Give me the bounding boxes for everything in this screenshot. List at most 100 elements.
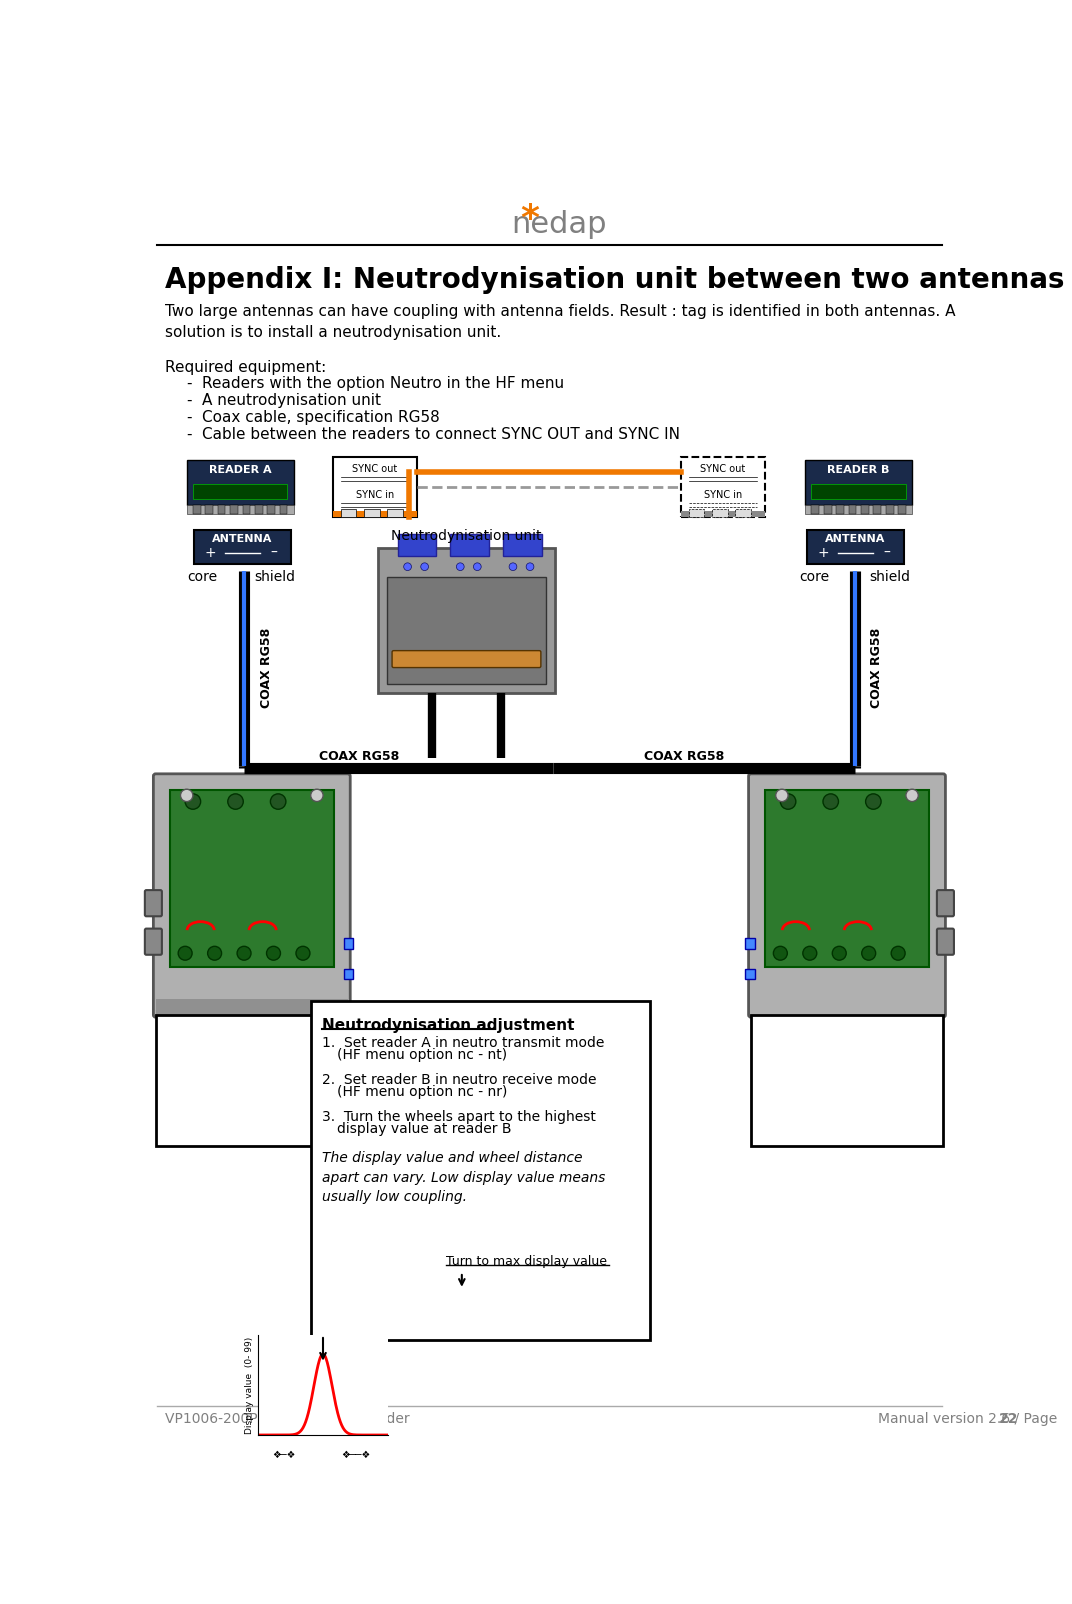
FancyBboxPatch shape bbox=[145, 929, 162, 954]
Text: (HF menu option nc - nt): (HF menu option nc - nt) bbox=[337, 1047, 507, 1062]
FancyBboxPatch shape bbox=[748, 773, 946, 1017]
Text: Neutrodynisation adjustment: Neutrodynisation adjustment bbox=[322, 1019, 574, 1033]
Text: Two large antennas can have coupling with antenna fields. Result : tag is identi: Two large antennas can have coupling wit… bbox=[165, 305, 955, 340]
Text: (HF menu option nc - nr): (HF menu option nc - nr) bbox=[337, 1084, 507, 1099]
FancyBboxPatch shape bbox=[398, 534, 436, 557]
FancyBboxPatch shape bbox=[193, 483, 287, 499]
Circle shape bbox=[420, 563, 429, 571]
Circle shape bbox=[832, 946, 846, 961]
FancyBboxPatch shape bbox=[735, 508, 750, 516]
Text: VP1006-200PM-00 OEM ISO Reader: VP1006-200PM-00 OEM ISO Reader bbox=[165, 1412, 410, 1426]
Text: Manual version 2.6 / Page: Manual version 2.6 / Page bbox=[878, 1412, 1061, 1426]
Text: -: - bbox=[187, 427, 192, 441]
Text: Coax cable, specification RG58: Coax cable, specification RG58 bbox=[203, 409, 440, 425]
Circle shape bbox=[773, 946, 787, 961]
FancyBboxPatch shape bbox=[812, 505, 819, 515]
FancyBboxPatch shape bbox=[218, 505, 225, 515]
FancyBboxPatch shape bbox=[378, 549, 555, 693]
FancyBboxPatch shape bbox=[712, 508, 728, 516]
Text: COAX RG58: COAX RG58 bbox=[259, 629, 272, 709]
FancyBboxPatch shape bbox=[255, 505, 263, 515]
Text: SYNC out: SYNC out bbox=[700, 464, 746, 473]
Text: Neutrodynisation unit: Neutrodynisation unit bbox=[391, 529, 541, 542]
Circle shape bbox=[823, 794, 838, 810]
Text: *: * bbox=[520, 202, 539, 236]
Circle shape bbox=[526, 563, 534, 571]
Text: 1.  Set reader A in neutro transmit mode: 1. Set reader A in neutro transmit mode bbox=[322, 1036, 604, 1049]
Text: ANTENNA: ANTENNA bbox=[825, 534, 885, 544]
Text: shield: shield bbox=[254, 571, 296, 584]
Circle shape bbox=[180, 789, 193, 802]
Circle shape bbox=[311, 789, 323, 802]
FancyBboxPatch shape bbox=[849, 505, 857, 515]
FancyBboxPatch shape bbox=[333, 512, 417, 516]
FancyBboxPatch shape bbox=[311, 1001, 650, 1339]
FancyBboxPatch shape bbox=[193, 505, 200, 515]
Circle shape bbox=[208, 946, 222, 961]
FancyBboxPatch shape bbox=[230, 505, 238, 515]
Text: 3.  Turn the wheels apart to the highest: 3. Turn the wheels apart to the highest bbox=[322, 1110, 595, 1123]
Circle shape bbox=[185, 794, 200, 810]
Text: –: – bbox=[270, 545, 277, 560]
Text: READER B: READER B bbox=[828, 465, 890, 475]
Circle shape bbox=[906, 789, 919, 802]
Text: shield: shield bbox=[869, 571, 910, 584]
FancyBboxPatch shape bbox=[898, 505, 906, 515]
FancyBboxPatch shape bbox=[387, 508, 403, 516]
FancyBboxPatch shape bbox=[874, 505, 881, 515]
Text: core: core bbox=[800, 571, 830, 584]
FancyBboxPatch shape bbox=[155, 999, 348, 1015]
Text: 2.  Set reader B in neutro receive mode: 2. Set reader B in neutro receive mode bbox=[322, 1073, 596, 1086]
Text: Readers with the option Neutro in the HF menu: Readers with the option Neutro in the HF… bbox=[203, 375, 564, 391]
Circle shape bbox=[891, 946, 905, 961]
Text: nedap: nedap bbox=[511, 210, 607, 239]
Text: Appendix I: Neutrodynisation unit between two antennas: Appendix I: Neutrodynisation unit betwee… bbox=[165, 266, 1064, 294]
FancyBboxPatch shape bbox=[206, 505, 213, 515]
Text: The display value and wheel distance
apart can vary. Low display value means
usu: The display value and wheel distance apa… bbox=[322, 1152, 605, 1205]
Circle shape bbox=[267, 946, 281, 961]
FancyBboxPatch shape bbox=[341, 508, 356, 516]
Circle shape bbox=[776, 789, 788, 802]
FancyBboxPatch shape bbox=[187, 505, 294, 515]
FancyBboxPatch shape bbox=[885, 505, 893, 515]
FancyBboxPatch shape bbox=[805, 460, 912, 505]
FancyBboxPatch shape bbox=[392, 651, 541, 667]
Text: +: + bbox=[818, 545, 830, 560]
Text: –: – bbox=[883, 545, 890, 560]
FancyBboxPatch shape bbox=[681, 512, 764, 516]
Text: core: core bbox=[188, 571, 218, 584]
FancyBboxPatch shape bbox=[823, 505, 832, 515]
Text: +: + bbox=[205, 545, 217, 560]
Text: Required equipment:: Required equipment: bbox=[165, 361, 326, 375]
FancyBboxPatch shape bbox=[194, 529, 291, 563]
FancyBboxPatch shape bbox=[689, 508, 704, 516]
Circle shape bbox=[296, 946, 310, 961]
FancyBboxPatch shape bbox=[812, 483, 906, 499]
FancyBboxPatch shape bbox=[836, 505, 844, 515]
Circle shape bbox=[270, 794, 286, 810]
FancyBboxPatch shape bbox=[344, 938, 354, 948]
FancyBboxPatch shape bbox=[745, 938, 755, 948]
Text: A neutrodynisation unit: A neutrodynisation unit bbox=[203, 393, 382, 407]
FancyBboxPatch shape bbox=[333, 457, 417, 516]
Circle shape bbox=[803, 946, 817, 961]
FancyBboxPatch shape bbox=[681, 457, 764, 516]
Text: Cable between the readers to connect SYNC OUT and SYNC IN: Cable between the readers to connect SYN… bbox=[203, 427, 681, 441]
Text: ❖──❖: ❖──❖ bbox=[341, 1450, 370, 1460]
Y-axis label: Display value  (0- 99): Display value (0- 99) bbox=[244, 1336, 254, 1434]
Text: SYNC in: SYNC in bbox=[704, 491, 742, 500]
Text: COAX RG58: COAX RG58 bbox=[644, 751, 725, 764]
Circle shape bbox=[404, 563, 412, 571]
Text: READER A: READER A bbox=[209, 465, 271, 475]
Circle shape bbox=[865, 794, 881, 810]
Text: COAX RG58: COAX RG58 bbox=[870, 629, 883, 709]
Text: -: - bbox=[187, 393, 192, 407]
Circle shape bbox=[862, 946, 876, 961]
Circle shape bbox=[227, 794, 243, 810]
FancyBboxPatch shape bbox=[387, 577, 546, 683]
FancyBboxPatch shape bbox=[242, 505, 250, 515]
FancyBboxPatch shape bbox=[169, 791, 334, 967]
FancyBboxPatch shape bbox=[764, 791, 929, 967]
Text: 22: 22 bbox=[999, 1412, 1018, 1426]
Text: -: - bbox=[187, 375, 192, 391]
